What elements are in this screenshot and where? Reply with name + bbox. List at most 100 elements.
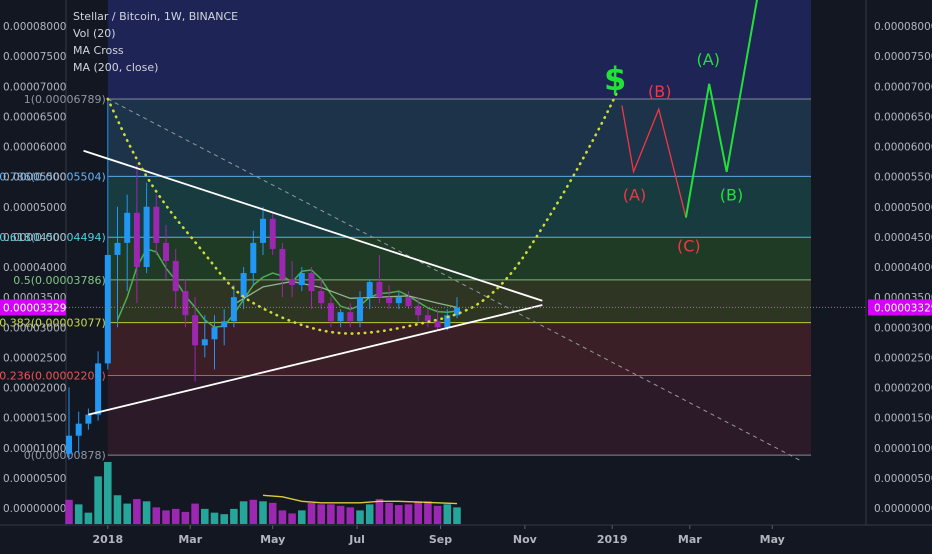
- x-axis-label: Mar: [678, 533, 702, 546]
- volume-bar: [191, 503, 199, 524]
- right-y-tick-label: 0.00004500: [874, 232, 932, 244]
- chart-legend: Stellar / Bitcoin, 1W, BINANCE Vol (20) …: [73, 8, 238, 76]
- volume-bar: [346, 507, 355, 524]
- right-y-tick-label: 0.00005500: [874, 172, 932, 184]
- candle-body[interactable]: [192, 315, 199, 346]
- candle-body[interactable]: [453, 307, 461, 316]
- volume-bar: [307, 502, 316, 524]
- candle-body[interactable]: [269, 218, 276, 249]
- wave-red-path[interactable]: [621, 105, 687, 218]
- candle-body[interactable]: [172, 260, 179, 292]
- vol-indicator-label[interactable]: Vol (20): [73, 27, 116, 40]
- candle-body[interactable]: [298, 273, 305, 286]
- left-y-tick-label: 0.00006500: [3, 111, 66, 123]
- wave-label: (B): [720, 186, 743, 205]
- fib-band: [107, 98, 812, 177]
- volume-bar: [443, 504, 452, 524]
- volume-bar: [152, 507, 161, 524]
- ma200-indicator-label[interactable]: MA (200, close): [73, 61, 159, 74]
- candle-body[interactable]: [415, 306, 422, 316]
- candle-body[interactable]: [162, 242, 170, 261]
- candle-body[interactable]: [376, 282, 383, 298]
- candle-body[interactable]: [356, 297, 364, 322]
- left-y-tick-label: 0.00001500: [3, 413, 66, 425]
- triangle-lower-trendline[interactable]: [88, 304, 543, 416]
- x-axis-label: May: [760, 533, 785, 546]
- current-price-label-left: 0.00003329: [3, 302, 66, 314]
- candle-body[interactable]: [143, 206, 150, 267]
- ma-cross-slow-line: [233, 280, 458, 309]
- right-y-tick-label: 0.00006000: [874, 142, 932, 154]
- fib-band: [107, 279, 812, 323]
- candle-body[interactable]: [289, 279, 296, 286]
- candle-body[interactable]: [75, 423, 82, 436]
- candle-body[interactable]: [133, 212, 140, 267]
- candle-body[interactable]: [308, 273, 315, 292]
- volume-bar: [288, 513, 296, 524]
- volume-bar: [424, 501, 432, 524]
- candle-body[interactable]: [182, 291, 189, 316]
- right-y-tick-label: 0.00001500: [874, 413, 932, 425]
- wave-label: (A): [697, 50, 720, 69]
- candle-body[interactable]: [114, 242, 121, 255]
- candle-body[interactable]: [250, 242, 257, 274]
- ma-cross-indicator-label[interactable]: MA Cross: [73, 44, 124, 57]
- candle-body[interactable]: [211, 327, 218, 340]
- volume-bar: [336, 505, 345, 524]
- volume-bar: [385, 502, 393, 524]
- candle-body[interactable]: [240, 273, 247, 298]
- x-axis-label: Mar: [178, 533, 202, 546]
- projection-dotted-curve[interactable]: [106, 90, 619, 335]
- left-y-tick-label: 0.00007000: [3, 81, 66, 93]
- candle-body[interactable]: [327, 303, 334, 322]
- candle-body[interactable]: [366, 282, 373, 298]
- triangle-upper-trendline[interactable]: [83, 149, 543, 302]
- candle-body[interactable]: [279, 248, 286, 280]
- volume-bar: [220, 514, 228, 524]
- volume-bar: [84, 512, 93, 524]
- candle-body[interactable]: [65, 435, 73, 454]
- candle-body[interactable]: [434, 321, 441, 328]
- candle-body[interactable]: [221, 321, 228, 328]
- candle-body[interactable]: [444, 315, 451, 328]
- fib-band: [107, 176, 812, 238]
- volume-bar: [365, 504, 374, 524]
- wave-label: (A): [623, 186, 646, 205]
- right-y-tick-label: 0.00000000: [874, 503, 932, 515]
- candle-body[interactable]: [318, 291, 325, 304]
- left-y-tick-label: 0.00003000: [3, 322, 66, 334]
- volume-bar: [230, 508, 238, 524]
- candle-body[interactable]: [405, 297, 412, 307]
- candle-body[interactable]: [104, 254, 111, 364]
- candle-body[interactable]: [337, 312, 344, 322]
- left-y-tick-label: 0.00005500: [3, 172, 66, 184]
- fib-level-label: 0(0.00000878): [24, 449, 106, 462]
- candle-body[interactable]: [201, 339, 208, 346]
- candle-body[interactable]: [386, 297, 393, 304]
- x-axis-label: Sep: [429, 533, 452, 546]
- candle-body[interactable]: [85, 414, 92, 424]
- wave-green-path[interactable]: [684, 0, 758, 218]
- candle-body[interactable]: [124, 212, 131, 243]
- volume-bar: [210, 512, 219, 524]
- candle-body[interactable]: [424, 315, 431, 322]
- candle-body[interactable]: [347, 312, 354, 322]
- volume-bar: [181, 511, 190, 524]
- volume-bar: [239, 501, 248, 524]
- left-y-tick-label: 0.00000500: [3, 473, 66, 485]
- candle-body[interactable]: [153, 206, 160, 243]
- right-y-tick-label: 0.00005000: [874, 202, 932, 214]
- candle-body[interactable]: [259, 218, 267, 243]
- volume-ma-line: [262, 494, 458, 505]
- symbol-title[interactable]: Stellar / Bitcoin, 1W, BINANCE: [73, 10, 239, 23]
- volume-bar: [327, 504, 335, 524]
- fib-trend-dashed-line[interactable]: [107, 98, 802, 462]
- fib-level-label: 0.618(0.00004494): [0, 231, 106, 244]
- wave-label: (C): [677, 236, 701, 255]
- x-axis-label: Jul: [348, 533, 365, 546]
- candle-body[interactable]: [95, 363, 102, 415]
- candle-body[interactable]: [395, 297, 402, 304]
- candle-body[interactable]: [230, 297, 237, 322]
